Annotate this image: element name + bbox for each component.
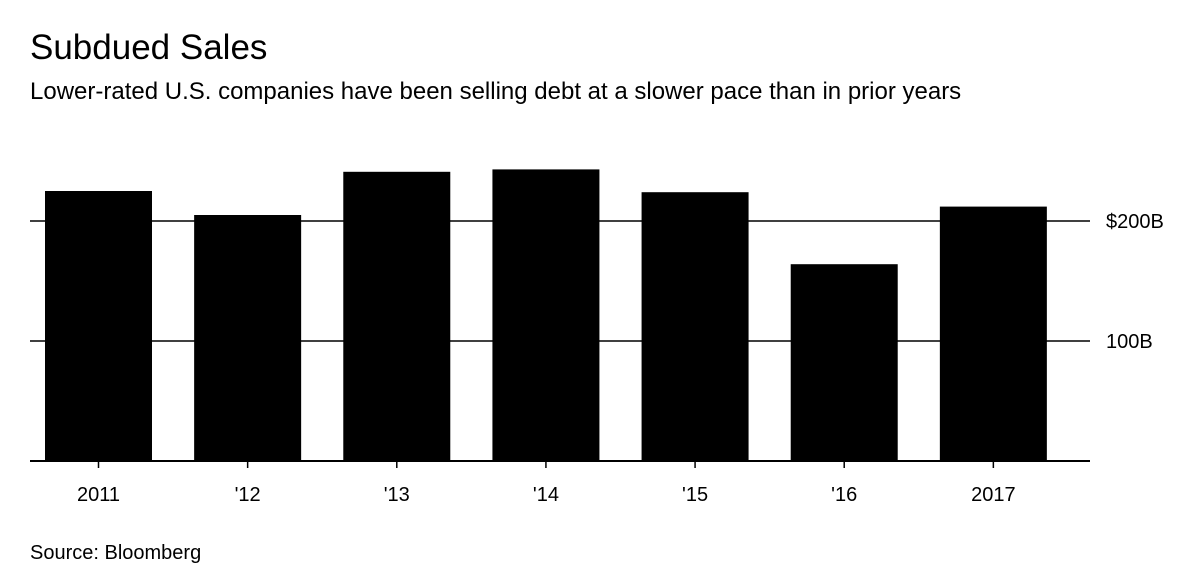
x-tick-label: 2011 [77,484,120,506]
y-tick-label: 100B [1106,331,1153,353]
chart-subtitle: Lower-rated U.S. companies have been sel… [30,78,962,105]
bar-2 [343,171,451,462]
bar-5 [790,264,898,461]
bar-1 [194,215,302,461]
source-note: Source: Bloomberg [30,542,202,564]
x-tick-label: '14 [533,484,559,506]
x-axis-ticks: 2011 '12 '13 '14 '15 '16 2017 [77,461,1016,506]
y-axis-labels: 100B $200B [1106,211,1164,353]
x-tick-label: '16 [831,484,857,506]
x-tick-label: 2017 [971,484,1016,506]
x-tick-label: '15 [682,484,708,506]
bar-3 [492,169,600,461]
x-tick-label: '13 [384,484,410,506]
x-tick-label: '12 [235,484,261,506]
bar-4 [641,192,749,461]
y-tick-label: $200B [1106,211,1164,233]
chart-title: Subdued Sales [30,28,268,67]
bars [45,169,1047,462]
bar-6 [939,206,1047,461]
bar-0 [45,191,152,461]
